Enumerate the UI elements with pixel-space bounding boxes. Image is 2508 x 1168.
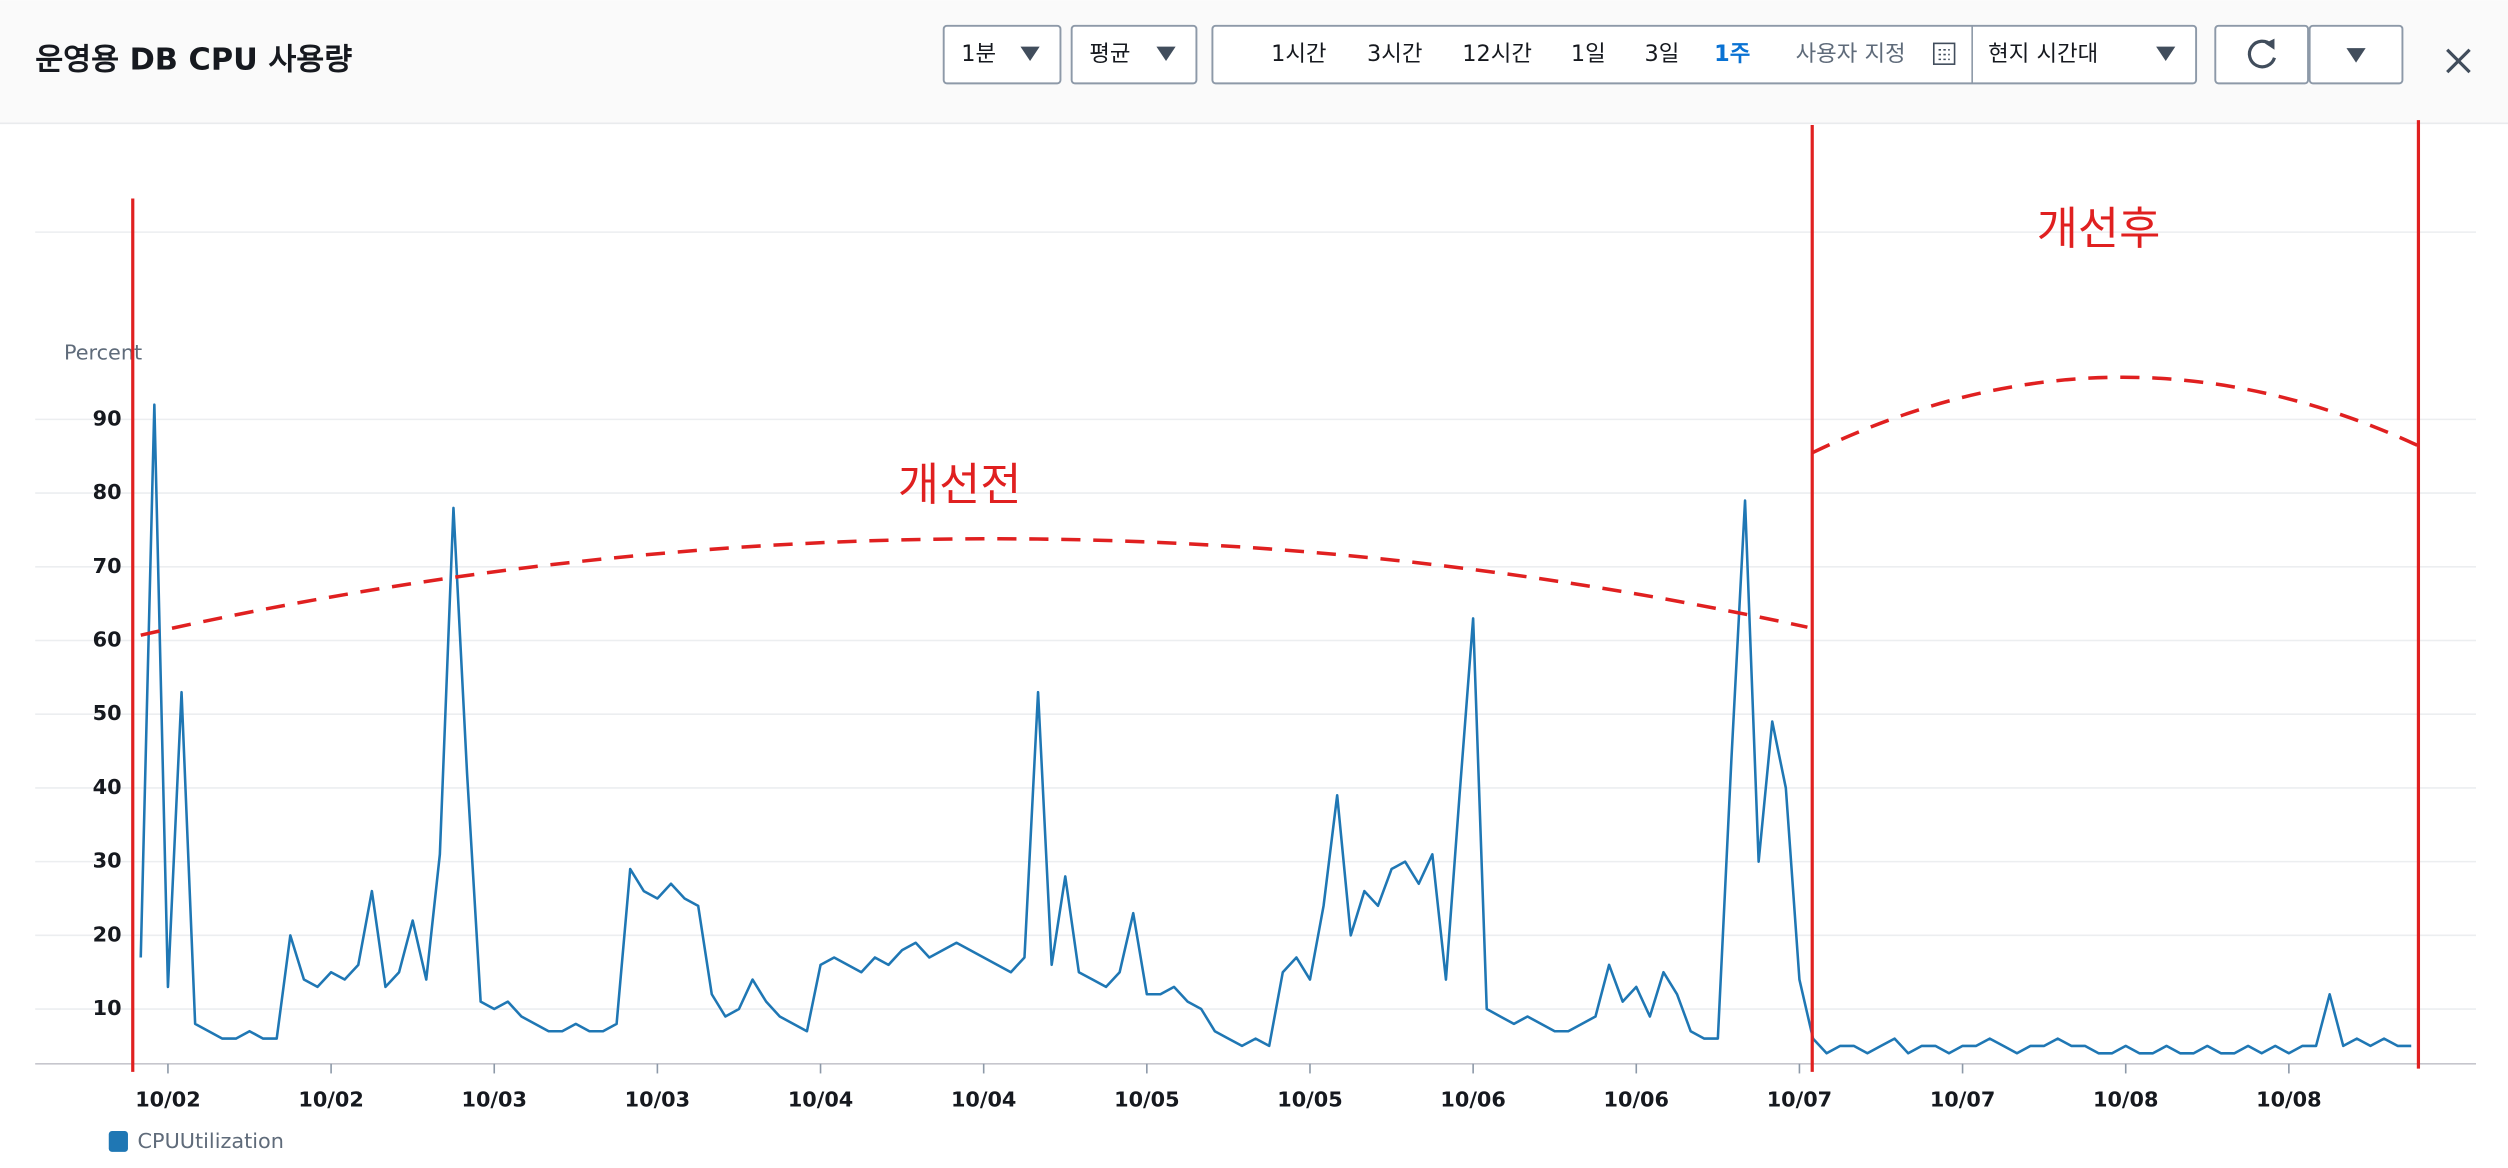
refresh-icon bbox=[2247, 39, 2277, 69]
close-button[interactable] bbox=[2446, 48, 2471, 74]
calendar-icon bbox=[1932, 42, 1956, 65]
calendar-grid bbox=[1938, 48, 1950, 61]
y-tick-label: 90 bbox=[93, 406, 122, 430]
y-tick-label: 20 bbox=[93, 922, 122, 946]
y-tick-label: 10 bbox=[93, 996, 122, 1020]
range-option[interactable]: 12시간 bbox=[1462, 41, 1532, 67]
x-tick-label: 10/07 bbox=[1767, 1088, 1832, 1112]
custom-range[interactable]: 사용자 지정 bbox=[1796, 41, 1906, 67]
range-option[interactable]: 3시간 bbox=[1367, 41, 1422, 67]
x-tick-label: 10/08 bbox=[2256, 1088, 2321, 1112]
period-label: 1분 bbox=[961, 41, 996, 67]
series-line bbox=[139, 403, 2412, 1055]
caret bbox=[2156, 46, 2176, 61]
y-tick-label: 70 bbox=[93, 554, 122, 578]
x-tick-label: 10/02 bbox=[298, 1088, 363, 1112]
y-tick-label: 60 bbox=[93, 628, 122, 652]
widget-title: 운영용 DB CPU 사용량 bbox=[35, 42, 352, 77]
x-tick-label: 10/03 bbox=[625, 1088, 690, 1112]
x-tick-label: 10/08 bbox=[2093, 1088, 2158, 1112]
timezone-label[interactable]: 현지 시간대 bbox=[1988, 41, 2098, 67]
x-tick-label: 10/05 bbox=[1114, 1088, 1179, 1112]
range-option[interactable]: 1일 bbox=[1571, 41, 1606, 67]
x-tick-label: 10/06 bbox=[1604, 1088, 1669, 1112]
range-option[interactable]: 1시간 bbox=[1271, 41, 1326, 67]
period-select[interactable] bbox=[942, 24, 1062, 85]
annotation-curve bbox=[1811, 375, 2424, 455]
stat-label: 평균 bbox=[1089, 41, 1130, 67]
refresh-button[interactable] bbox=[2214, 24, 2310, 85]
refresh-arrow bbox=[2264, 38, 2275, 50]
range-group bbox=[1211, 24, 2198, 85]
range-option[interactable]: 1주 bbox=[1714, 41, 1750, 67]
x-tick-label: 10/06 bbox=[1440, 1088, 1505, 1112]
caret bbox=[1020, 46, 1040, 61]
x-tick-label: 10/02 bbox=[135, 1088, 200, 1112]
x-tick-label: 10/03 bbox=[462, 1088, 527, 1112]
annotation-text: 개선전 bbox=[898, 458, 1022, 511]
y-tick-label: 50 bbox=[93, 701, 122, 725]
annotation-curve bbox=[140, 537, 1808, 637]
x-tick-label: 10/07 bbox=[1930, 1088, 1995, 1112]
y-tick-label: 40 bbox=[93, 775, 122, 799]
caret bbox=[1156, 46, 1176, 61]
range-buttons: 1시간 3시간 12시간 1일 3일 1주 bbox=[1271, 41, 1750, 67]
legend-swatch bbox=[108, 1131, 128, 1152]
y-tick-label: 80 bbox=[93, 480, 122, 504]
x-tick-label: 10/04 bbox=[951, 1088, 1016, 1112]
caret bbox=[2346, 48, 2366, 63]
y-tick-label: 30 bbox=[93, 849, 122, 873]
x-tick-label: 10/04 bbox=[788, 1088, 853, 1112]
range-option[interactable]: 3일 bbox=[1644, 41, 1679, 67]
legend-label: CPUUtilization bbox=[138, 1129, 284, 1153]
annotation-text: 개선후 bbox=[2037, 202, 2161, 255]
y-axis-label: Percent bbox=[64, 341, 142, 365]
x-tick-label: 10/05 bbox=[1277, 1088, 1342, 1112]
stat-select[interactable] bbox=[1070, 24, 1198, 85]
